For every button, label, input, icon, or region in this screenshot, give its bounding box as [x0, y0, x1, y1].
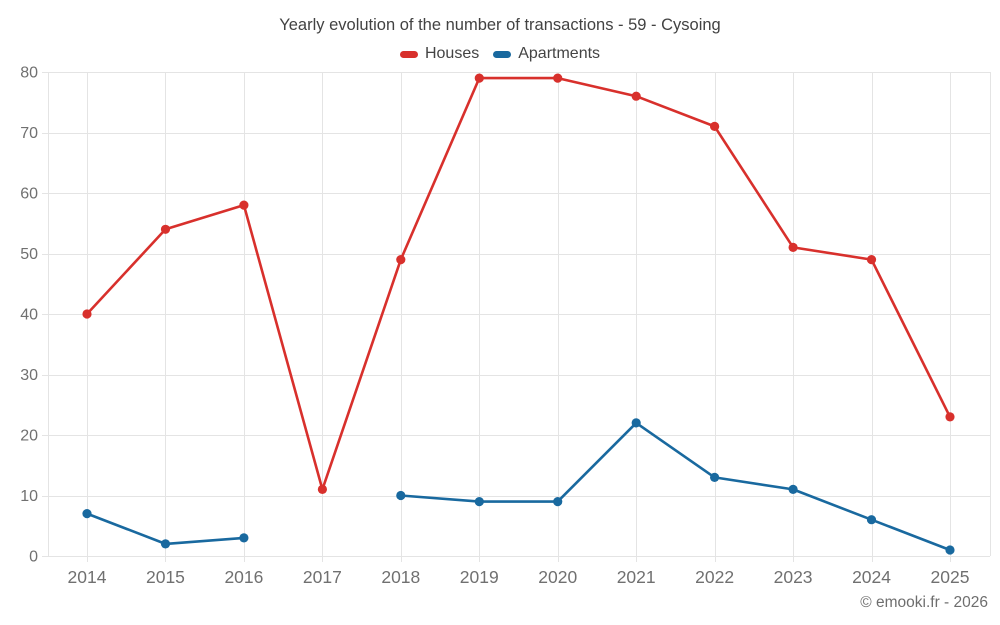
data-point[interactable] — [317, 484, 327, 494]
apartments-series-marker-icon — [493, 50, 512, 58]
data-point[interactable] — [474, 73, 484, 83]
houses-series-marker-icon — [399, 50, 418, 58]
x-tick-label: 2014 — [68, 567, 107, 587]
data-point[interactable] — [82, 309, 92, 319]
data-point[interactable] — [82, 508, 92, 519]
data-point[interactable] — [160, 539, 171, 549]
data-point[interactable] — [866, 515, 877, 525]
chart-legend: Houses Apartments — [0, 45, 1000, 63]
x-tick-label: 2021 — [617, 567, 656, 587]
x-tick-label: 2024 — [852, 567, 891, 587]
y-tick-label: 30 — [20, 367, 38, 384]
series-houses — [82, 73, 955, 494]
y-tick-label: 0 — [29, 549, 38, 566]
y-tick-label: 10 — [20, 488, 38, 505]
data-point[interactable] — [553, 497, 563, 507]
data-point[interactable] — [396, 490, 406, 501]
x-axis-labels: 2014 2015 2016 2017 2018 2019 2020 2021 2022 2023… — [68, 567, 970, 587]
x-tick-label: 2017 — [303, 567, 342, 587]
x-tick-label: 2025 — [931, 567, 970, 587]
data-point[interactable] — [945, 412, 955, 422]
y-tick-label: 80 — [20, 65, 38, 82]
x-tick-label: 2018 — [381, 567, 420, 587]
data-point[interactable] — [474, 497, 484, 507]
data-point[interactable] — [239, 200, 249, 210]
data-point[interactable] — [788, 242, 798, 252]
data-point[interactable] — [160, 224, 171, 234]
y-tick-label: 50 — [20, 246, 38, 263]
series-apartments — [82, 418, 955, 555]
y-axis-labels: 0 10 20 30 40 50 60 70 80 — [20, 65, 38, 566]
y-tick-label: 60 — [20, 186, 38, 203]
x-tick-label: 2019 — [460, 567, 499, 587]
gridlines — [42, 72, 991, 562]
copyright-text: © emooki.fr - 2026 — [860, 594, 988, 611]
data-point[interactable] — [553, 73, 563, 83]
x-tick-label: 2022 — [695, 567, 734, 587]
data-point[interactable] — [710, 472, 720, 482]
data-point[interactable] — [239, 533, 249, 543]
legend-label-apartments: Apartments — [518, 45, 601, 62]
y-tick-label: 40 — [20, 307, 38, 324]
data-point[interactable] — [396, 255, 406, 265]
x-tick-label: 2016 — [224, 567, 263, 587]
data-point[interactable] — [866, 255, 877, 265]
data-point[interactable] — [788, 484, 798, 494]
data-point[interactable] — [710, 121, 720, 131]
data-point[interactable] — [631, 418, 641, 428]
legend-item-houses[interactable]: Houses — [399, 45, 480, 63]
x-tick-label: 2023 — [774, 567, 813, 587]
y-tick-label: 70 — [20, 125, 38, 142]
x-tick-label: 2020 — [538, 567, 577, 587]
x-tick-label: 2015 — [146, 567, 185, 587]
legend-item-apartments[interactable]: Apartments — [493, 45, 600, 63]
chart-title: Yearly evolution of the number of transa… — [279, 16, 721, 34]
y-tick-label: 20 — [20, 428, 38, 445]
data-point[interactable] — [945, 545, 955, 555]
series-line — [85, 76, 952, 491]
data-point[interactable] — [631, 91, 641, 101]
legend-label-houses: Houses — [424, 45, 480, 62]
series-line — [399, 421, 952, 552]
